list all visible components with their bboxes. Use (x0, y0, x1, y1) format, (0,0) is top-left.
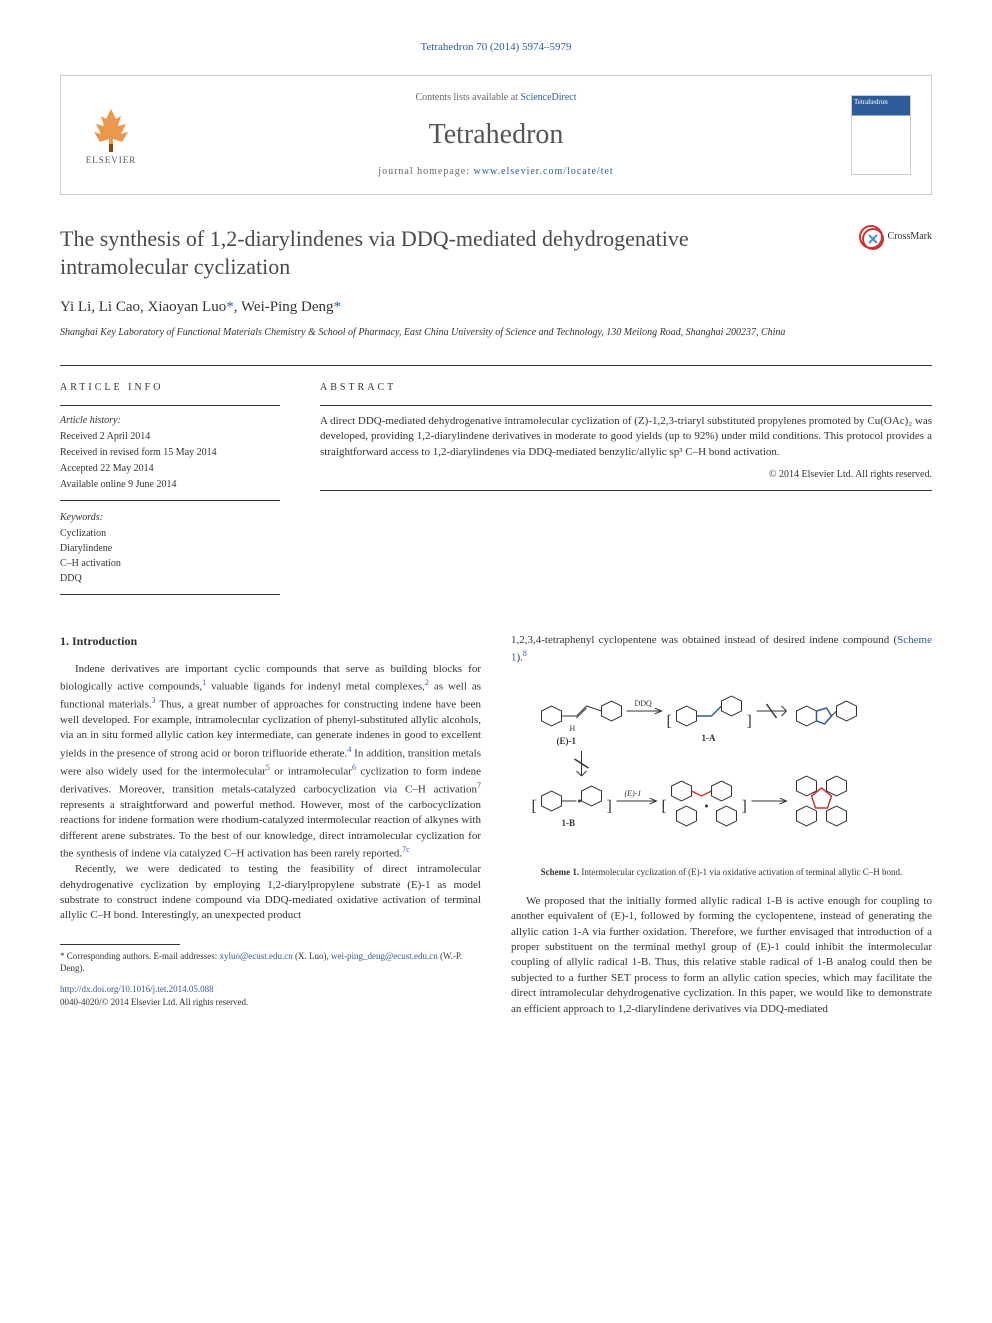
journal-homepage: journal homepage: www.elsevier.com/locat… (141, 165, 851, 179)
col2-para-2: We proposed that the initially formed al… (511, 894, 932, 1017)
authors-text: Yi Li, Li Cao, Xiaoyan Luo (60, 299, 226, 315)
sciencedirect-link[interactable]: ScienceDirect (520, 92, 576, 103)
info-abstract-row: ARTICLE INFO Article history: Received 2… (60, 381, 932, 603)
svg-text:[: [ (662, 798, 667, 815)
svg-text:[: [ (532, 798, 537, 815)
ref-7[interactable]: 7 (477, 781, 481, 790)
accepted-date: Accepted 22 May 2014 (60, 462, 280, 476)
p1f: or intramolecular (270, 766, 352, 778)
journal-header-box: ELSEVIER Contents lists available at Sci… (60, 75, 932, 194)
crossmark-label: CrossMark (888, 230, 932, 244)
scheme-caption-label: Scheme 1. (541, 867, 580, 877)
article-title: The synthesis of 1,2-diarylindenes via D… (60, 225, 810, 282)
svg-text:(E)-1: (E)-1 (557, 736, 577, 746)
article-info-section: ARTICLE INFO Article history: Received 2… (60, 381, 280, 603)
corr-marker-1[interactable]: * (226, 299, 234, 315)
journal-cover-thumbnail[interactable]: Tetrahedron (851, 95, 911, 175)
elsevier-label: ELSEVIER (86, 154, 137, 167)
svg-text:(E)-1: (E)-1 (625, 789, 642, 798)
section-1-heading: 1. Introduction (60, 633, 481, 650)
c2p1a: 1,2,3,4-tetraphenyl cyclopentene was obt… (511, 634, 897, 646)
contents-line: Contents lists available at ScienceDirec… (141, 91, 851, 105)
body-columns: 1. Introduction Indene derivatives are i… (60, 633, 932, 1017)
scheme-caption-text: Intermolecular cyclization of (E)-1 via … (579, 867, 902, 877)
authors-sep: , Wei-Ping Deng (234, 299, 334, 315)
corresponding-footnote: * Corresponding authors. E-mail addresse… (60, 950, 481, 975)
svg-text:1-A: 1-A (702, 733, 716, 743)
left-column: 1. Introduction Indene derivatives are i… (60, 633, 481, 1017)
publisher-logo-area: ELSEVIER (81, 100, 141, 170)
abstract-copyright: © 2014 Elsevier Ltd. All rights reserved… (320, 468, 932, 482)
keyword-3: C–H activation (60, 557, 280, 571)
elsevier-logo[interactable]: ELSEVIER (81, 100, 141, 170)
svg-text:]: ] (747, 713, 752, 730)
article-info-header: ARTICLE INFO (60, 381, 280, 395)
info-divider-2 (60, 500, 280, 501)
email-link-1[interactable]: xyluo@ecust.edu.cn (219, 951, 292, 961)
online-date: Available online 9 June 2014 (60, 478, 280, 492)
affiliation: Shanghai Key Laboratory of Functional Ma… (60, 326, 932, 340)
keyword-2: Diarylindene (60, 542, 280, 556)
col2-para-1: 1,2,3,4-tetraphenyl cyclopentene was obt… (511, 633, 932, 666)
svg-text:1-B: 1-B (562, 818, 576, 828)
keyword-1: Cyclization (60, 527, 280, 541)
keyword-4: DDQ (60, 572, 280, 586)
footnote-divider (60, 944, 180, 945)
info-divider-3 (60, 594, 280, 595)
svg-text:]: ] (742, 798, 747, 815)
homepage-prefix: journal homepage: (378, 166, 473, 177)
crossmark-badge[interactable]: CrossMark (859, 225, 932, 249)
info-divider-1 (60, 405, 280, 406)
right-column: 1,2,3,4-tetraphenyl cyclopentene was obt… (511, 633, 932, 1017)
crossmark-icon (859, 225, 883, 249)
abstract-divider-1 (320, 405, 932, 406)
ref-7c[interactable]: 7c (402, 845, 410, 854)
authors-line: Yi Li, Li Cao, Xiaoyan Luo*, Wei-Ping De… (60, 297, 932, 318)
svg-text:DDQ: DDQ (635, 699, 653, 708)
doi-link[interactable]: http://dx.doi.org/10.1016/j.tet.2014.05.… (60, 983, 481, 996)
svg-text:H: H (570, 724, 576, 733)
fn-corr-text: * Corresponding authors. E-mail addresse… (60, 951, 219, 961)
abstract-divider-2 (320, 490, 932, 491)
journal-name: Tetrahedron (141, 115, 851, 154)
svg-text:[: [ (667, 713, 672, 730)
svg-text:]: ] (607, 798, 612, 815)
corr-marker-2[interactable]: * (334, 299, 342, 315)
scheme-1-figure: H (E)-1 DDQ [ ] 1-A (511, 676, 932, 856)
ref-8[interactable]: 8 (523, 649, 527, 658)
revised-date: Received in revised form 15 May 2014 (60, 446, 280, 460)
article-header: The synthesis of 1,2-diarylindenes via D… (60, 225, 932, 282)
p1h: represents a straightforward and powerfu… (60, 799, 481, 860)
scheme-1-caption: Scheme 1. Intermolecular cyclization of … (511, 866, 932, 879)
scheme-1-svg: H (E)-1 DDQ [ ] 1-A (511, 676, 932, 856)
p1b: valuable ligands for indenyl metal compl… (206, 681, 425, 693)
keywords-label: Keywords: (60, 511, 280, 525)
citation-header: Tetrahedron 70 (2014) 5974–5979 (60, 40, 932, 55)
issn-copyright: 0040-4020/© 2014 Elsevier Ltd. All right… (60, 996, 481, 1009)
divider-top (60, 365, 932, 366)
cover-label: Tetrahedron (852, 96, 910, 110)
intro-para-2: Recently, we were dedicated to testing t… (60, 862, 481, 924)
abstract-header: ABSTRACT (320, 381, 932, 395)
journal-center: Contents lists available at ScienceDirec… (141, 91, 851, 178)
abstract-section: ABSTRACT A direct DDQ-mediated dehydroge… (320, 381, 932, 603)
homepage-link[interactable]: www.elsevier.com/locate/tet (474, 166, 614, 177)
history-label: Article history: (60, 414, 280, 428)
abstract-text: A direct DDQ-mediated dehydrogenative in… (320, 414, 932, 460)
email-link-2[interactable]: wei-ping_deng@ecust.edu.cn (331, 951, 438, 961)
received-date: Received 2 April 2014 (60, 430, 280, 444)
elsevier-tree-icon (86, 104, 136, 154)
intro-para-1: Indene derivatives are important cyclic … (60, 662, 481, 863)
fn-after-1: (X. Luo), (293, 951, 331, 961)
contents-prefix: Contents lists available at (415, 92, 520, 103)
